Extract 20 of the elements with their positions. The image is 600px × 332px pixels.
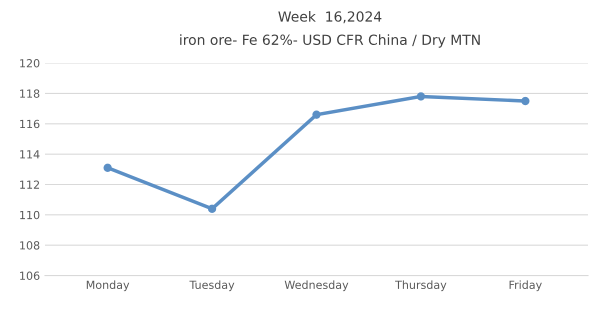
point: [208, 204, 216, 213]
x-tick-label: Friday: [510, 280, 542, 292]
point: [103, 164, 112, 172]
y-tick-label: 114: [20, 150, 40, 158]
x-tick-label: Monday: [86, 280, 130, 292]
point: [416, 92, 426, 101]
y-tick-label: 118: [20, 89, 40, 98]
x-tick-label: Tuesday: [189, 280, 234, 292]
y-tick-label: 106: [20, 272, 40, 280]
chart-title: Week 16,2024: [278, 11, 382, 24]
x-tick-label: Thursday: [395, 280, 446, 292]
y-tick-label: 120: [20, 59, 40, 68]
point: [521, 96, 530, 106]
y-tick-label: 116: [20, 120, 40, 128]
y-tick-label: 110: [20, 210, 40, 220]
y-tick-label: 112: [20, 180, 40, 189]
point: [312, 110, 321, 119]
chart-subtitle: iron ore- Fe 62%- USD CFR China / Dry MTN: [180, 34, 480, 48]
x-tick-label: Wednesday: [284, 280, 348, 292]
y-tick-label: 108: [20, 241, 40, 250]
